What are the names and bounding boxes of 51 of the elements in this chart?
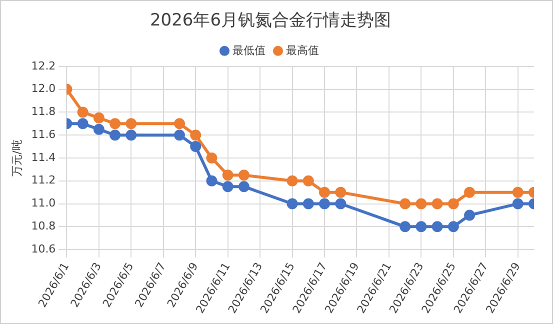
y-tick-label: 11.2 xyxy=(31,174,56,187)
point xyxy=(238,170,250,181)
y-tick-label: 11.0 xyxy=(31,196,56,210)
legend-label: 最高值 xyxy=(286,44,319,57)
point xyxy=(238,181,250,192)
point xyxy=(77,106,88,118)
point xyxy=(286,198,298,210)
point xyxy=(77,118,88,130)
point xyxy=(126,130,137,141)
y-axis-title: 万元/吨 xyxy=(10,140,24,176)
point xyxy=(432,198,443,210)
point xyxy=(110,118,121,130)
y-tick-label: 11.8 xyxy=(31,105,56,118)
y-tick-label: 10.6 xyxy=(31,242,56,256)
point xyxy=(335,186,346,198)
y-tick-label: 11.4 xyxy=(31,150,56,164)
point xyxy=(319,186,330,198)
point xyxy=(464,186,476,198)
point xyxy=(432,221,443,232)
point xyxy=(319,198,330,210)
y-tick-label: 12.2 xyxy=(31,59,56,72)
point xyxy=(222,181,234,192)
point xyxy=(302,175,314,186)
point xyxy=(416,198,427,210)
point xyxy=(174,118,185,130)
point xyxy=(190,141,202,152)
point xyxy=(222,170,234,181)
y-tick-label: 10.8 xyxy=(31,220,56,233)
point xyxy=(448,198,459,210)
legend-label: 最低值 xyxy=(232,44,266,57)
point xyxy=(448,221,459,232)
point xyxy=(174,130,185,141)
point xyxy=(286,175,298,186)
point xyxy=(400,221,411,232)
point xyxy=(400,198,411,210)
point xyxy=(206,175,218,186)
point xyxy=(512,186,524,198)
y-tick-label: 11.6 xyxy=(31,128,56,141)
point xyxy=(512,198,524,210)
point xyxy=(190,130,202,141)
point xyxy=(93,112,104,124)
point xyxy=(416,221,427,232)
point xyxy=(464,210,476,221)
chart-title: 2026年6月钒氮合金行情走势图 xyxy=(150,10,392,31)
point xyxy=(93,124,104,135)
point xyxy=(126,118,137,130)
y-tick-label: 12.0 xyxy=(31,82,56,96)
point xyxy=(206,152,218,164)
point xyxy=(335,198,346,210)
point xyxy=(110,130,121,141)
point xyxy=(302,198,314,210)
